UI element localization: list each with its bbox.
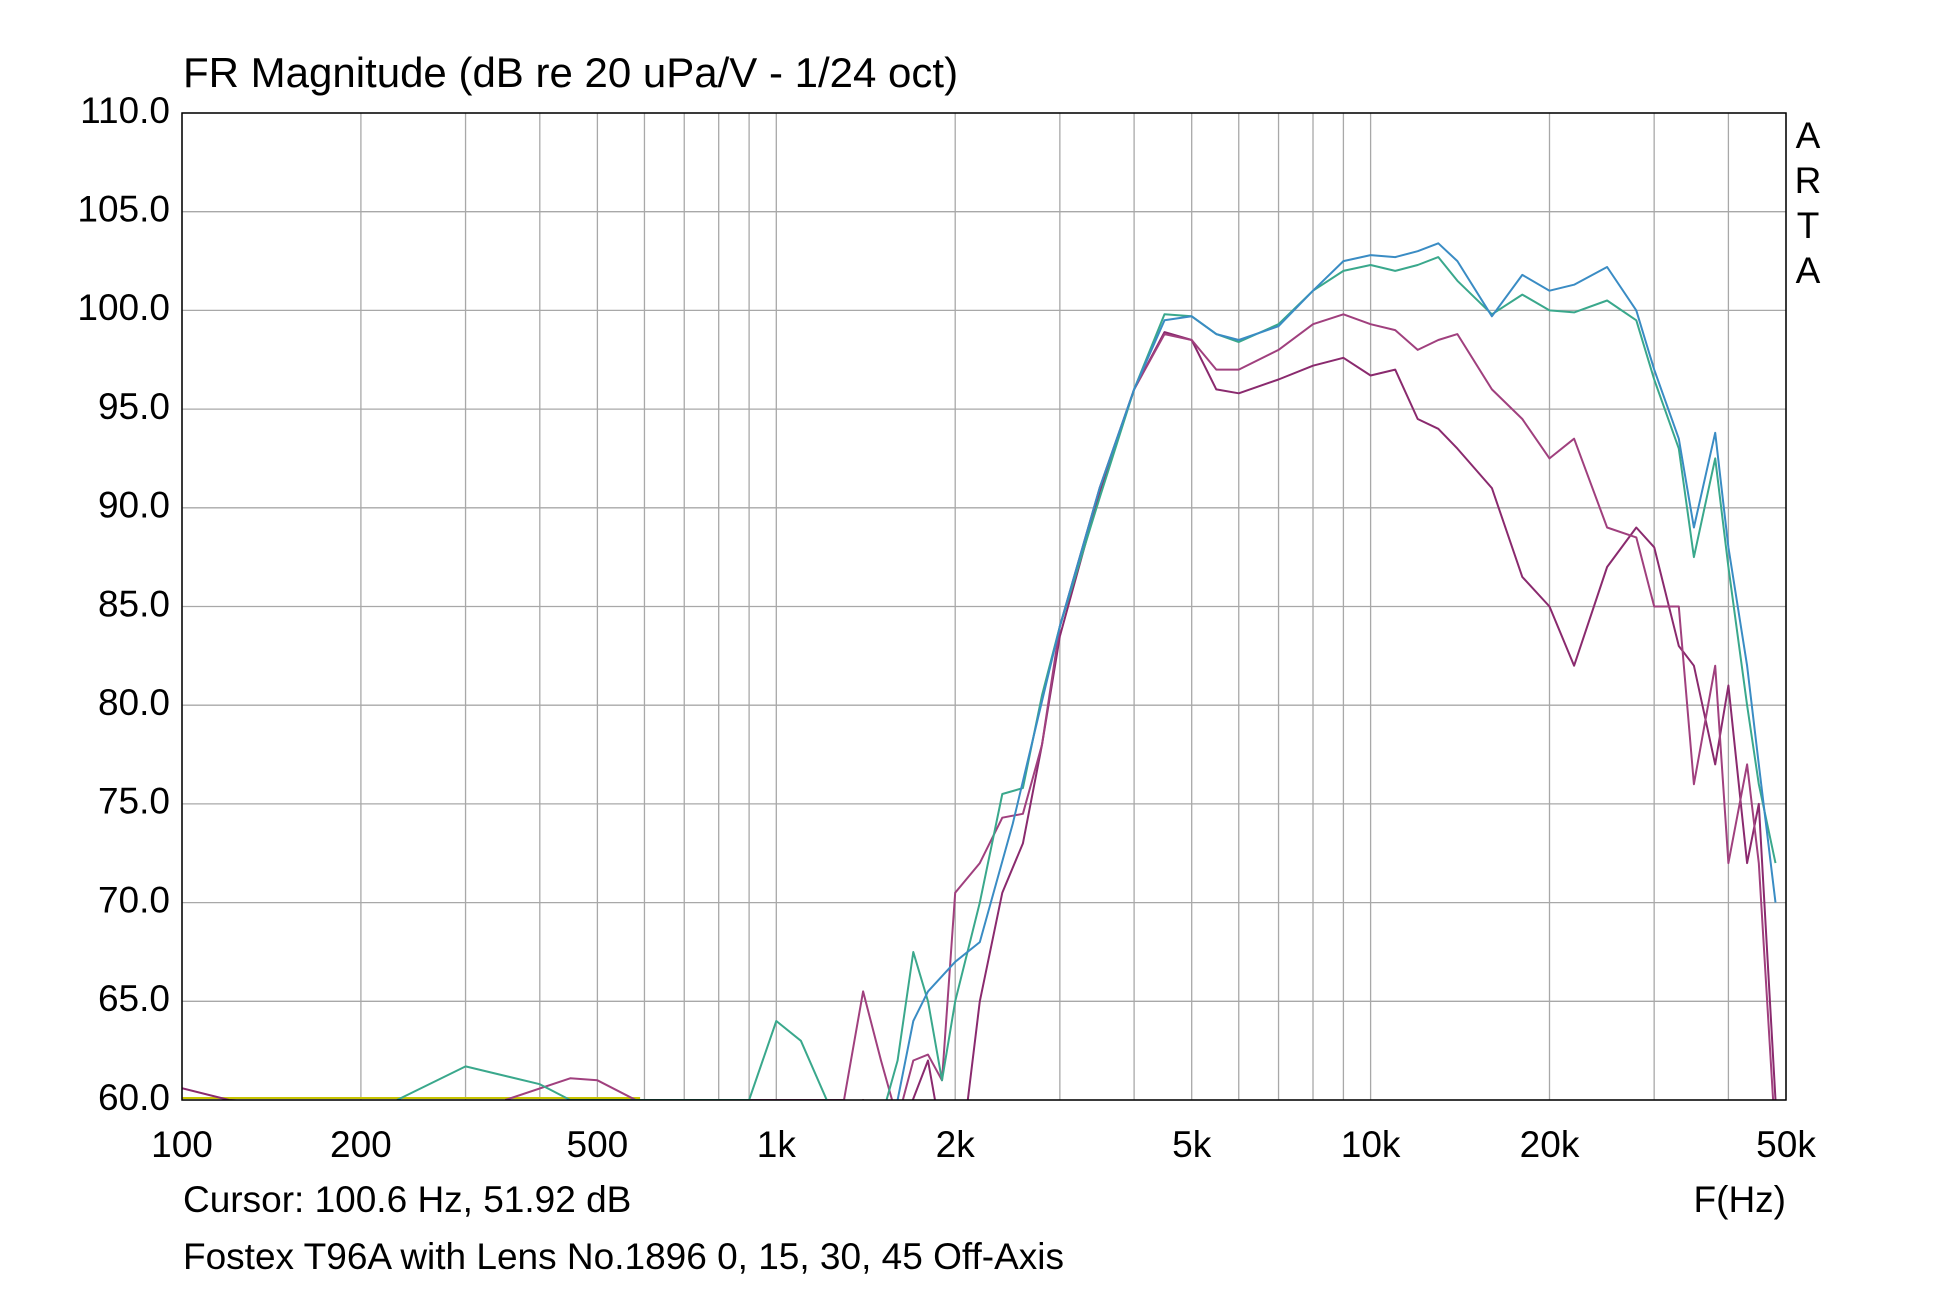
response-line [504,313,1775,1100]
x-tick-label: 20k [1520,1124,1580,1165]
side-label: R [1795,160,1822,201]
y-tick-label: 110.0 [80,90,170,131]
y-tick-label: 95.0 [98,386,170,427]
y-tick-label: 80.0 [98,682,170,723]
cursor-readout: Cursor: 100.6 Hz, 51.92 dB [183,1179,631,1220]
y-tick-label: 60.0 [98,1077,170,1118]
x-tick-label: 50k [1756,1124,1816,1165]
response-line [396,256,1777,1100]
caption: Fostex T96A with Lens No.1896 0, 15, 30,… [183,1236,1064,1277]
side-label: T [1797,205,1820,246]
y-tick-label: 75.0 [98,781,170,822]
y-tick-label: 70.0 [98,879,170,920]
y-tick-label: 65.0 [98,978,170,1019]
plot-frame [181,112,1787,1101]
x-tick-label: 500 [567,1124,629,1165]
x-axis-label: F(Hz) [1694,1179,1786,1220]
y-tick-label: 105.0 [77,188,170,229]
y-tick-label: 85.0 [98,583,170,624]
response-line [182,331,1777,1100]
x-tick-label: 1k [757,1124,797,1165]
y-tick-label: 90.0 [98,485,170,526]
x-tick-label: 200 [330,1124,392,1165]
x-tick-label: 10k [1341,1124,1401,1165]
x-tick-label: 100 [151,1124,213,1165]
plot-area [182,242,1777,1100]
x-tick-label: 2k [936,1124,976,1165]
chart-title: FR Magnitude (dB re 20 uPa/V - 1/24 oct) [183,49,958,96]
y-tick-label: 100.0 [77,287,170,328]
side-label: A [1796,250,1821,291]
x-tick-label: 5k [1172,1124,1212,1165]
grid [181,112,1787,1101]
response-line [896,242,1777,1100]
side-label: A [1796,115,1821,156]
